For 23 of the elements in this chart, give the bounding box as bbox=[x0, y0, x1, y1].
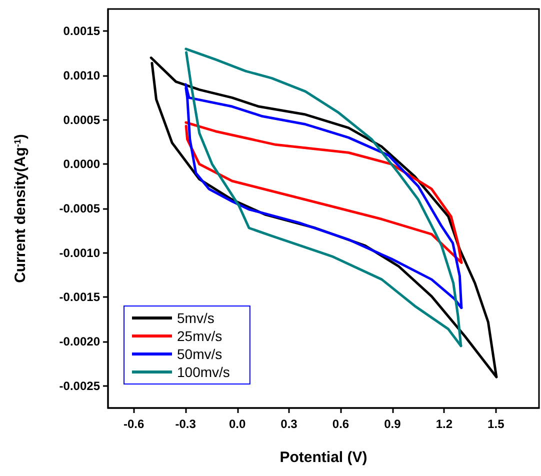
x-tick-label: 1.5 bbox=[488, 417, 505, 431]
x-tick-label: 0.3 bbox=[280, 417, 298, 431]
y-tick-label: 0.0010 bbox=[63, 68, 100, 82]
x-tick-label: 0.6 bbox=[332, 417, 350, 431]
y-axis-title: Current density(Ag-1) bbox=[12, 134, 29, 283]
y-tick-label: -0.0010 bbox=[59, 246, 100, 260]
y-tick-label: 0.0015 bbox=[63, 24, 100, 38]
legend-label: 50mv/s bbox=[177, 346, 222, 362]
x-tick-label: 0.0 bbox=[228, 417, 246, 431]
legend-label: 25mv/s bbox=[177, 328, 222, 344]
y-tick-label: -0.0005 bbox=[59, 202, 100, 216]
x-tick-label: -0.6 bbox=[124, 417, 145, 431]
x-axis-title: Potential (V) bbox=[280, 449, 368, 466]
y-tick-label: -0.0025 bbox=[59, 378, 100, 393]
y-tick-label: -0.0015 bbox=[59, 290, 100, 304]
legend-label: 5mv/s bbox=[177, 310, 214, 326]
x-tick-label: -0.3 bbox=[175, 417, 196, 431]
y-tick-label: 0.0005 bbox=[63, 112, 100, 127]
y-tick-label: -0.0020 bbox=[59, 334, 100, 348]
legend-label: 100mv/s bbox=[177, 364, 230, 380]
x-tick-label: 1.2 bbox=[436, 417, 453, 431]
y-tick-label: 0.0000 bbox=[63, 157, 100, 172]
x-tick-label: 0.9 bbox=[384, 417, 402, 431]
